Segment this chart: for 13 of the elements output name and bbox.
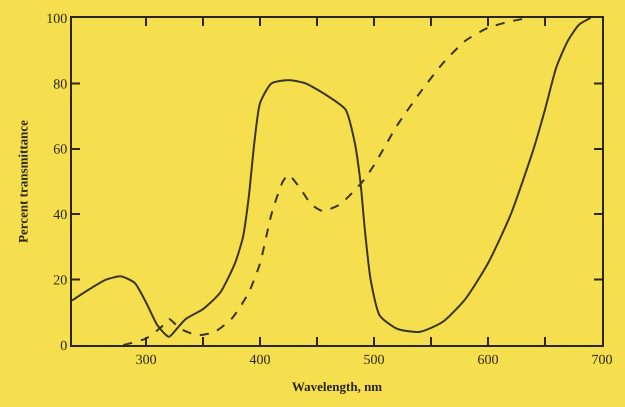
x-tick-label: 500 — [364, 352, 385, 368]
y-tick-label: 80 — [53, 77, 68, 92]
x-tick-label: 300 — [136, 352, 157, 368]
y-axis-title: Percent transmittance — [16, 120, 31, 243]
y-tick-label: 40 — [53, 208, 68, 224]
y-tick-label: 0 — [60, 338, 68, 354]
y-tick-label: 20 — [53, 274, 68, 288]
y-tick-label: 60 — [53, 142, 68, 158]
x-tick-label: 700 — [592, 352, 612, 368]
x-tick-label: 600 — [478, 352, 499, 368]
x-tick-label: 400 — [250, 352, 271, 368]
y-tick-label: 100 — [46, 12, 68, 27]
x-axis-title: Wavelength, nm — [292, 378, 382, 394]
